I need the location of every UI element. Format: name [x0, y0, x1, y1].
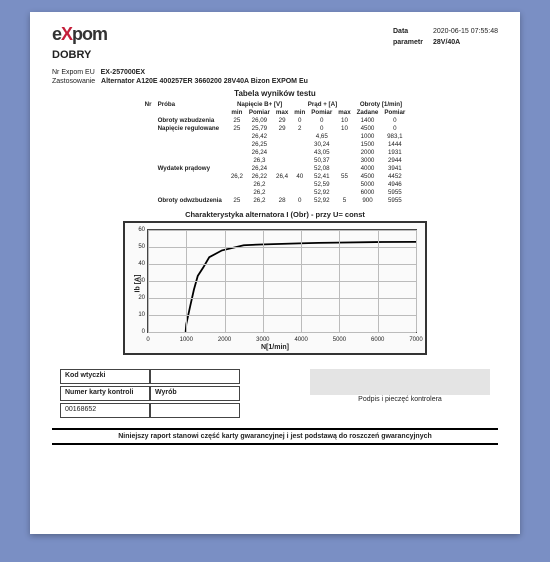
results-table: Nr Próba Napięcie B+ [V] Prąd + [A] Obro… — [142, 100, 409, 204]
table-row: 26,424,651000983,1 — [142, 132, 409, 140]
chart-title: Charakterystyka alternatora I (Obr) - pr… — [52, 210, 498, 219]
meta-zast: Zastosowanie Alternator A120E 400257ER 3… — [52, 78, 498, 85]
table-row: 26,226,2226,44052,415545004452 — [142, 172, 409, 180]
alternator-chart: Ib [A] N[1/min] 010203040506001000200030… — [123, 221, 427, 355]
table-row: 26,2443,0520001931 — [142, 148, 409, 156]
footer-section: Kod wtyczki Numer karty kontroliWyrób 00… — [60, 369, 490, 420]
table-row: 26,2530,2415001444 — [142, 140, 409, 148]
status-text: DOBRY — [52, 49, 498, 61]
table-row: Obroty wzbudzenia2526,0929001014000 — [142, 116, 409, 124]
table-row: 26,350,3730002944 — [142, 156, 409, 164]
table-row: 26,252,5950004946 — [142, 180, 409, 188]
table-row: 26,252,9260005955 — [142, 188, 409, 196]
disclaimer-text: Niniejszy raport stanowi część karty gwa… — [52, 428, 498, 445]
table-title: Tabela wyników testu — [52, 89, 498, 98]
report-page: eXpom Data2020-06-15 07:55:48 parametr28… — [30, 12, 520, 534]
table-row: Wydatek prądowy26,2452,0840003941 — [142, 164, 409, 172]
table-row: Obroty odwzbudzenia2526,228052,925900595… — [142, 196, 409, 204]
meta-nr: Nr Expom EU EX-257000EX — [52, 69, 498, 76]
header-meta: Data2020-06-15 07:55:48 parametr28V/40A — [393, 26, 498, 48]
table-row: Napięcie regulowane2525,7929201045000 — [142, 124, 409, 132]
